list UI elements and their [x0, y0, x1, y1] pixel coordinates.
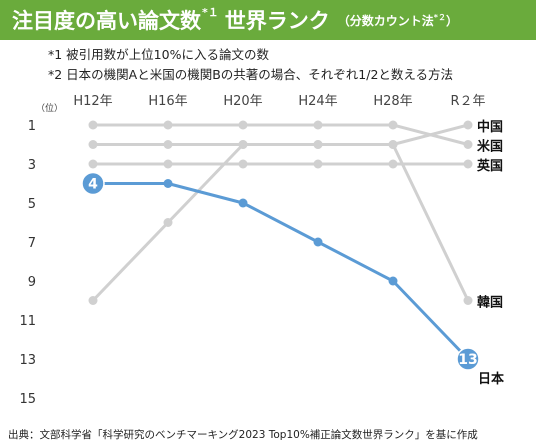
series-英国-point [88, 159, 98, 169]
series-韓国-point [313, 140, 323, 149]
series-中国-point [88, 140, 98, 149]
series-韓国-point [388, 140, 398, 149]
series-日本-end-marker [456, 347, 480, 371]
series-韓国-point [238, 140, 248, 149]
series-米国-point [313, 120, 323, 130]
x-tick-label: H28年 [373, 94, 412, 109]
series-米国-point [163, 120, 173, 130]
series-name-label: 米国 [477, 139, 503, 155]
x-tick-label: H20年 [223, 94, 262, 109]
x-tick-label: H16年 [148, 94, 187, 109]
y-tick-label: 3 [28, 158, 36, 173]
series-英国-point [238, 159, 248, 169]
x-tick-label: H24年 [298, 94, 337, 109]
series-米国-point [238, 120, 248, 130]
x-tick-label: H12年 [73, 94, 112, 109]
series-中国-line [93, 123, 469, 146]
chart-subtitle: （分数カウント法*２） [337, 12, 458, 28]
y-tick-label: 9 [28, 275, 36, 290]
series-中国-point [163, 140, 173, 149]
series-日本-point [163, 179, 173, 188]
series-韓国-point [463, 296, 473, 305]
series-米国-point [463, 140, 473, 149]
footnotes: *1 被引用数が上位10%に入る論文の数 *2 日本の機関Aと米国の機関Bの共著… [48, 45, 453, 85]
footnote-1: *1 被引用数が上位10%に入る論文の数 [48, 47, 269, 62]
series-米国-point [388, 120, 398, 130]
series-name-label: 日本 [478, 371, 504, 387]
source-note: 出典：文部科学省「科学研究のベンチマーキング2023 Top10%補正論文数世界… [8, 429, 478, 441]
x-tick-label: R２年 [450, 94, 485, 109]
series-name-label: 韓国 [477, 295, 503, 311]
y-tick-label: 5 [28, 197, 36, 212]
y-tick-label: 7 [28, 236, 36, 251]
series-name-label: 中国 [477, 119, 503, 135]
chart-title-rank: 世界ランク [224, 9, 330, 33]
y-tick-label: 11 [19, 314, 36, 329]
series-日本-end-label: 13 [458, 352, 477, 368]
series-日本-end-marker [81, 171, 105, 196]
series-name-label: 英国 [476, 158, 503, 174]
y-axis-label: （位） [36, 102, 63, 114]
series-日本-point [388, 276, 398, 286]
y-tick-label: 15 [19, 392, 36, 407]
chart-title: 注目度の高い論文数 [12, 9, 201, 33]
series-日本-point [313, 237, 323, 247]
y-tick-label: 1 [28, 119, 36, 134]
series-日本-line [93, 182, 470, 361]
series-中国-point [463, 120, 473, 130]
series-英国-point [463, 159, 473, 169]
series-韓国-point [88, 296, 98, 305]
series-韓国-point [163, 218, 173, 227]
series-米国-point [88, 120, 98, 130]
series-日本-end-label: 4 [88, 177, 98, 193]
title-footnote-mark: *１ [202, 6, 219, 19]
series-英国-point [163, 159, 173, 169]
series-米国-line [93, 123, 469, 146]
footnote-2: *2 日本の機関Aと米国の機関Bの共著の場合、それぞれ1/2と数える方法 [48, 67, 454, 82]
series-英国-point [388, 159, 398, 169]
series-韓国-line [91, 143, 470, 302]
series-日本-point [238, 198, 248, 208]
y-tick-label: 13 [19, 353, 36, 368]
series-英国-point [313, 159, 323, 169]
title-bar: 注目度の高い論文数 *１ 世界ランク （分数カウント法*２） [0, 0, 536, 40]
